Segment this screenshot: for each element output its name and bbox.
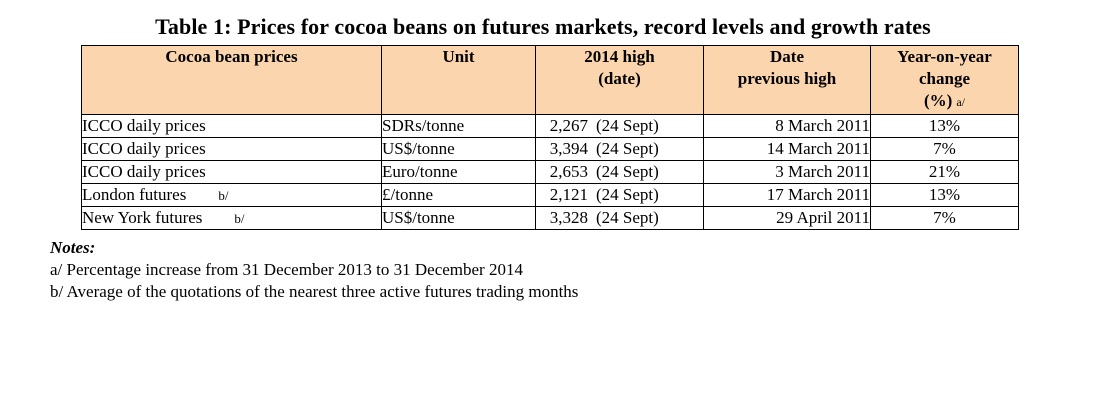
notes-heading: Notes: (50, 238, 96, 257)
header-previous-high: Date previous high (703, 45, 871, 115)
high-date: (24 Sept) (596, 162, 659, 181)
cell-unit: £/tonne (381, 183, 536, 207)
cell-2014-high: 2,121 (24 Sept) (535, 183, 704, 207)
header-change: Year-on-year change (%) a/ (870, 45, 1019, 115)
cell-unit: US$/tonne (381, 137, 536, 161)
high-value: 2,653 (549, 162, 588, 181)
cell-price-name: ICCO daily prices (81, 160, 382, 184)
cell-2014-high: 3,328 (24 Sept) (535, 206, 704, 230)
footnote-b-marker: b/ (218, 187, 229, 203)
table-row: ICCO daily prices US$/tonne 3,394 (24 Sept)… (81, 137, 1019, 161)
cell-unit: SDRs/tonne (381, 114, 536, 138)
header-row: Cocoa bean prices Unit 2014 high (date) D… (81, 45, 1019, 115)
high-value: 2,121 (549, 185, 588, 204)
notes-section: Notes: a/ Percentage increase from 31 De… (50, 237, 578, 303)
cell-price-name: ICCO daily prices (81, 137, 382, 161)
high-date: (24 Sept) (596, 116, 659, 135)
cell-2014-high: 2,267 (24 Sept) (535, 114, 704, 138)
high-date: (24 Sept) (596, 185, 659, 204)
high-date: (24 Sept) (596, 139, 659, 158)
cell-price-name: ICCO daily prices (81, 114, 382, 138)
table-row: New York futures b/US$/tonne 3,328 (24 Sept… (81, 206, 1019, 230)
note-b: b/ Average of the quotations of the near… (50, 282, 579, 301)
cell-change: 7% (870, 137, 1019, 161)
high-value: 3,328 (549, 208, 588, 227)
cell-previous-high: 3 March 2011 (703, 160, 871, 184)
cell-change: 13% (870, 114, 1019, 138)
cell-change: 21% (870, 160, 1019, 184)
table-row: London futures b/£/tonne 2,121 (24 Sept) 17 … (81, 183, 1019, 207)
table-row: ICCO daily prices Euro/tonne 2,653 (24 Sept… (81, 160, 1019, 184)
note-a: a/ Percentage increase from 31 December … (50, 260, 523, 279)
cell-price-name: London futures b/ (81, 183, 382, 207)
table-title: Table 1: Prices for cocoa beans on futur… (155, 14, 931, 39)
cell-unit: Euro/tonne (381, 160, 536, 184)
footnote-a-marker: a/ (956, 95, 965, 109)
cell-change: 13% (870, 183, 1019, 207)
footnote-b-marker: b/ (234, 210, 245, 226)
cell-previous-high: 29 April 2011 (703, 206, 871, 230)
header-prices: Cocoa bean prices (81, 45, 382, 115)
cell-2014-high: 2,653 (24 Sept) (535, 160, 704, 184)
table-row: ICCO daily prices SDRs/tonne 2,267 (24 Sept… (81, 114, 1019, 138)
cell-unit: US$/tonne (381, 206, 536, 230)
cell-price-name: New York futures b/ (81, 206, 382, 230)
high-value: 2,267 (549, 116, 588, 135)
cell-previous-high: 17 March 2011 (703, 183, 871, 207)
cell-previous-high: 14 March 2011 (703, 137, 871, 161)
header-high: 2014 high (date) (535, 45, 704, 115)
cell-previous-high: 8 March 2011 (703, 114, 871, 138)
header-unit: Unit (381, 45, 536, 115)
cell-change: 7% (870, 206, 1019, 230)
high-date: (24 Sept) (596, 208, 659, 227)
cocoa-price-table: Cocoa bean prices Unit 2014 high (date) D… (81, 45, 1019, 230)
cell-2014-high: 3,394 (24 Sept) (535, 137, 704, 161)
high-value: 3,394 (549, 139, 588, 158)
